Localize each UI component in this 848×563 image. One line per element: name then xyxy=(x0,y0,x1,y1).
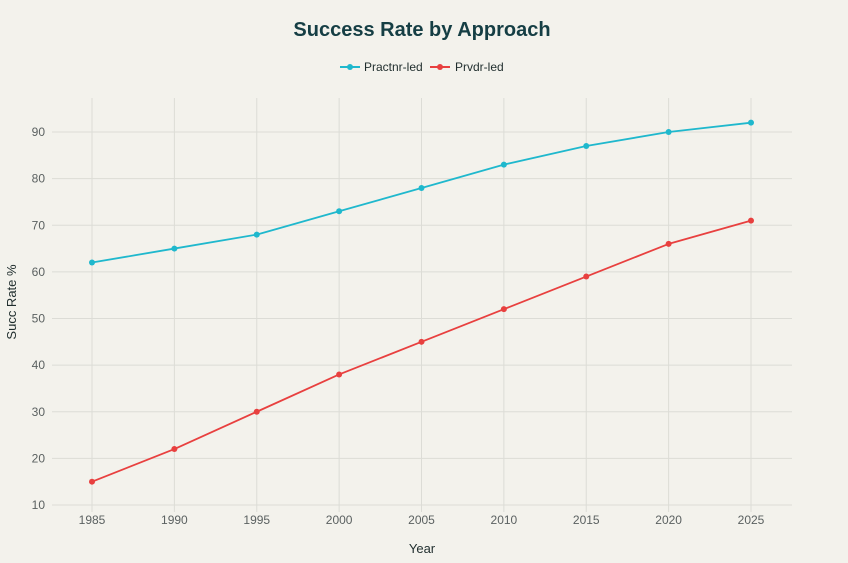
data-point[interactable] xyxy=(171,446,178,453)
y-tick-label: 40 xyxy=(32,358,46,372)
data-point[interactable] xyxy=(748,217,754,224)
data-point[interactable] xyxy=(336,371,343,378)
y-tick-label: 30 xyxy=(32,405,46,419)
x-tick-label: 1995 xyxy=(243,513,270,527)
legend: Practnr-led Prvdr-led xyxy=(340,60,504,74)
series-practnr-led xyxy=(89,119,754,266)
data-point[interactable] xyxy=(500,161,507,168)
y-tick-label: 20 xyxy=(32,451,46,465)
y-tick-label: 90 xyxy=(32,125,46,139)
x-tick-label: 2000 xyxy=(326,513,353,527)
data-point[interactable] xyxy=(418,338,425,345)
y-tick-label: 10 xyxy=(32,498,46,512)
data-point[interactable] xyxy=(665,129,672,135)
x-tick-label: 2010 xyxy=(491,513,518,527)
data-point[interactable] xyxy=(665,240,672,247)
y-tick-label: 50 xyxy=(32,312,46,326)
data-point[interactable] xyxy=(89,259,95,266)
legend-item-practnr-led[interactable]: Practnr-led xyxy=(340,60,423,74)
gridlines xyxy=(52,98,792,512)
data-series xyxy=(89,119,754,485)
data-point[interactable] xyxy=(171,245,178,252)
data-point[interactable] xyxy=(500,306,507,313)
data-point[interactable] xyxy=(748,119,754,126)
axis-ticks: 10 20 30 40 50 60 70 80 90 1985 1990 1995 2000 2005 20… xyxy=(32,125,765,527)
data-point[interactable] xyxy=(418,184,425,191)
y-tick-label: 70 xyxy=(32,218,46,232)
x-tick-label: 1985 xyxy=(79,513,106,527)
legend-label-practnr-led: Practnr-led xyxy=(364,60,423,74)
legend-marker-practnr-led xyxy=(347,64,353,70)
chart-title: Success Rate by Approach xyxy=(293,19,550,41)
y-tick-label: 80 xyxy=(32,172,46,186)
series-prvdr-led xyxy=(89,217,754,485)
data-point[interactable] xyxy=(583,273,590,280)
legend-marker-prvdr-led xyxy=(437,64,443,70)
x-axis-title: Year xyxy=(409,541,436,556)
data-point[interactable] xyxy=(89,478,95,485)
x-tick-label: 2005 xyxy=(408,513,435,527)
legend-item-prvdr-led[interactable]: Prvdr-led xyxy=(430,60,504,74)
y-tick-label: 60 xyxy=(32,265,46,279)
x-tick-label: 2015 xyxy=(573,513,600,527)
y-axis-title: Succ Rate % xyxy=(4,264,19,340)
x-tick-label: 2020 xyxy=(655,513,682,527)
data-point[interactable] xyxy=(253,231,260,238)
data-point[interactable] xyxy=(336,208,343,215)
data-point[interactable] xyxy=(253,408,260,415)
legend-label-prvdr-led: Prvdr-led xyxy=(455,60,504,74)
x-tick-label: 2025 xyxy=(738,513,765,527)
data-point[interactable] xyxy=(583,142,590,149)
x-tick-label: 1990 xyxy=(161,513,188,527)
